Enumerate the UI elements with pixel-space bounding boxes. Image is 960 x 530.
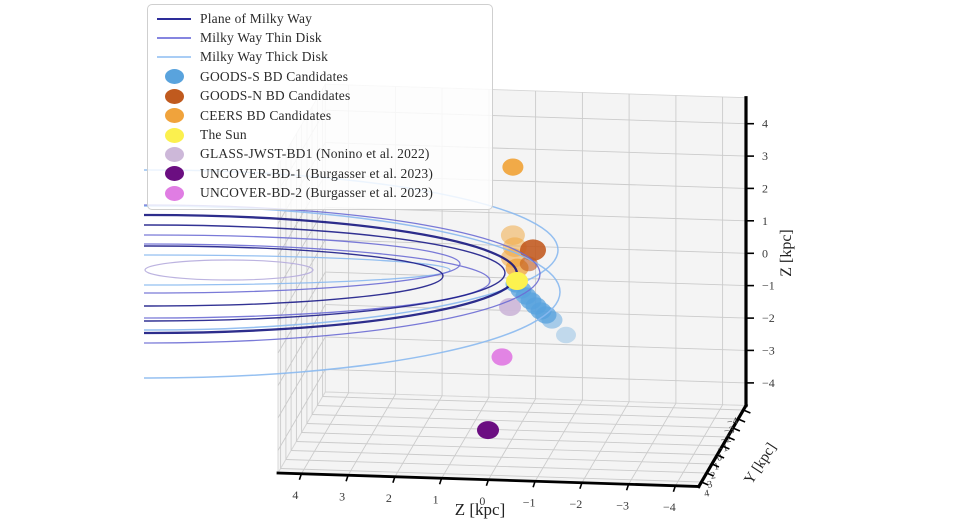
svg-text:0: 0 xyxy=(479,494,485,508)
svg-text:−3: −3 xyxy=(762,343,775,357)
legend-entry: Plane of Milky Way xyxy=(148,9,484,28)
dot-marker-icon xyxy=(164,88,184,104)
dot-marker-icon xyxy=(164,166,184,182)
series-ceers-bd-candidates xyxy=(500,158,529,278)
svg-text:4: 4 xyxy=(292,488,298,502)
legend-label: UNCOVER-BD-1 (Burgasser et al. 2023) xyxy=(200,165,434,181)
svg-text:4: 4 xyxy=(703,488,710,500)
data-point xyxy=(556,326,576,344)
x-axis-ticks: 4 3 2 1 0 −1 −2 −3 −4 xyxy=(292,473,677,514)
legend: Plane of Milky Way Milky Way Thin Disk Mil… xyxy=(147,4,493,210)
svg-text:−4: −4 xyxy=(726,416,738,429)
legend-label: UNCOVER-BD-2 (Burgasser et al. 2023) xyxy=(200,185,434,201)
disk-ring xyxy=(144,224,506,322)
legend-line-swatch xyxy=(148,37,200,40)
svg-text:−2: −2 xyxy=(570,497,583,511)
legend-label: GLASS-JWST-BD1 (Nonino et al. 2022) xyxy=(200,146,430,162)
svg-text:2: 2 xyxy=(386,491,392,505)
y-axis-ticks: −4−3−2−101234 xyxy=(701,409,751,500)
svg-text:−1: −1 xyxy=(762,279,775,293)
legend-entry: GOODS-S BD Candidates xyxy=(148,67,484,86)
data-point xyxy=(541,311,563,329)
svg-text:0: 0 xyxy=(716,452,723,464)
legend-dot-swatch xyxy=(148,108,200,124)
legend-entry: UNCOVER-BD-1 (Burgasser et al. 2023) xyxy=(148,164,484,183)
disk-ring xyxy=(144,243,491,319)
svg-text:−3: −3 xyxy=(616,498,629,512)
legend-dot-swatch xyxy=(148,88,200,104)
svg-text:0: 0 xyxy=(762,246,768,260)
svg-text:1: 1 xyxy=(762,214,768,228)
dot-marker-icon xyxy=(164,69,184,85)
svg-text:3: 3 xyxy=(707,479,714,491)
svg-text:−1: −1 xyxy=(717,443,729,456)
svg-text:−2: −2 xyxy=(762,311,775,325)
dot-marker-icon xyxy=(164,127,184,143)
z-axis-title: Z [kpc] xyxy=(778,229,795,277)
disk-ring xyxy=(144,245,444,307)
series-uncover-bd-2-burgasser-et-al-2023- xyxy=(491,348,513,366)
legend-label: GOODS-N BD Candidates xyxy=(200,88,351,104)
legend-label: The Sun xyxy=(200,127,247,143)
series-uncover-bd-1-burgasser-et-al-2023- xyxy=(477,421,499,440)
svg-text:1: 1 xyxy=(433,492,439,506)
data-point xyxy=(491,348,513,366)
legend-entry: Milky Way Thick Disk xyxy=(148,48,484,67)
legend-dot-swatch xyxy=(148,146,200,162)
y-axis-title: Y [kpc] xyxy=(741,440,779,487)
svg-text:−3: −3 xyxy=(723,425,735,438)
line-marker-icon xyxy=(157,56,191,59)
legend-dot-swatch xyxy=(148,185,200,201)
legend-entry: UNCOVER-BD-2 (Burgasser et al. 2023) xyxy=(148,184,484,203)
legend-entry: Milky Way Thin Disk xyxy=(148,28,484,47)
line-marker-icon xyxy=(157,37,191,40)
legend-dot-swatch xyxy=(148,69,200,85)
legend-entry: GOODS-N BD Candidates xyxy=(148,87,484,106)
legend-line-swatch xyxy=(148,56,200,59)
legend-dot-swatch xyxy=(148,166,200,182)
legend-line-swatch xyxy=(148,17,200,20)
data-point xyxy=(519,256,538,272)
legend-entry: CEERS BD Candidates xyxy=(148,106,484,125)
disk-ring xyxy=(144,259,314,281)
svg-text:3: 3 xyxy=(762,149,768,163)
data-point xyxy=(502,158,524,176)
series-the-sun xyxy=(506,272,528,290)
x-axis-title: Z [kpc] xyxy=(455,500,506,519)
dot-marker-icon xyxy=(164,185,184,201)
disk-ring xyxy=(144,254,451,286)
data-point xyxy=(506,272,528,290)
dot-marker-icon xyxy=(164,108,184,124)
svg-text:4: 4 xyxy=(762,117,768,131)
legend-entry: The Sun xyxy=(148,125,484,144)
svg-text:−1: −1 xyxy=(523,495,536,509)
legend-dot-swatch xyxy=(148,127,200,143)
svg-text:1: 1 xyxy=(713,461,720,473)
legend-label: Plane of Milky Way xyxy=(200,10,313,26)
legend-label: Milky Way Thick Disk xyxy=(200,49,329,65)
legend-entry: GLASS-JWST-BD1 (Nonino et al. 2022) xyxy=(148,145,484,164)
svg-text:−4: −4 xyxy=(663,500,676,514)
dot-marker-icon xyxy=(164,146,184,162)
svg-text:2: 2 xyxy=(762,181,768,195)
legend-label: CEERS BD Candidates xyxy=(200,107,332,123)
legend-label: GOODS-S BD Candidates xyxy=(200,68,349,84)
svg-text:3: 3 xyxy=(339,489,345,503)
line-marker-icon xyxy=(157,17,191,20)
legend-label: Milky Way Thin Disk xyxy=(200,30,322,46)
z-axis-ticks: 4 3 2 1 0 −1 −2 −3 −4 xyxy=(746,117,775,390)
disk-ring xyxy=(144,234,461,294)
data-point xyxy=(477,421,499,440)
svg-text:−4: −4 xyxy=(762,376,775,390)
